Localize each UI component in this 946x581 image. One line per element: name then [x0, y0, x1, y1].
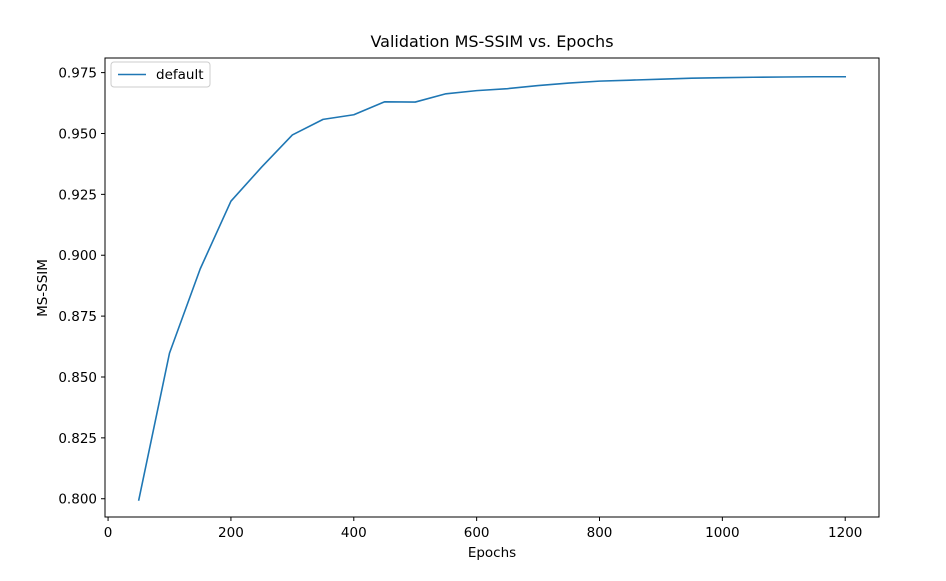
- plot-area: [104, 57, 880, 518]
- legend-label-default: default: [156, 67, 204, 83]
- y-axis-label: MS-SSIM: [35, 259, 51, 317]
- y-tick-label: 0.850: [58, 370, 97, 386]
- legend-frame: [110, 61, 211, 88]
- y-tick-label: 0.900: [58, 248, 97, 264]
- x-tick-label: 600: [464, 525, 490, 541]
- x-axis-label: Epochs: [468, 545, 516, 561]
- y-tick-label: 0.875: [58, 309, 97, 325]
- chart-title: Validation MS-SSIM vs. Epochs: [370, 32, 613, 51]
- x-tick-label: 800: [587, 525, 613, 541]
- y-axis: 0.800 0.825 0.850 0.875 0.900 0.925 0.950 0.975: [58, 66, 105, 508]
- x-tick-label: 0: [104, 525, 113, 541]
- y-tick-label: 0.950: [58, 126, 97, 142]
- series-layer: [137, 75, 847, 501]
- y-tick-label: 0.975: [58, 66, 97, 82]
- y-tick-label: 0.925: [58, 187, 97, 203]
- plot-frame: [104, 57, 880, 518]
- x-tick-label: 400: [341, 525, 367, 541]
- x-axis: 0 200 400 600 800 1000 1200: [104, 517, 862, 541]
- x-tick-label: 1000: [705, 525, 739, 541]
- series-line-default: [137, 75, 847, 501]
- x-tick-label: 1200: [828, 525, 862, 541]
- x-tick-label: 200: [218, 525, 244, 541]
- y-tick-label: 0.800: [58, 492, 97, 508]
- legend: default: [110, 61, 211, 88]
- y-tick-label: 0.825: [58, 431, 97, 447]
